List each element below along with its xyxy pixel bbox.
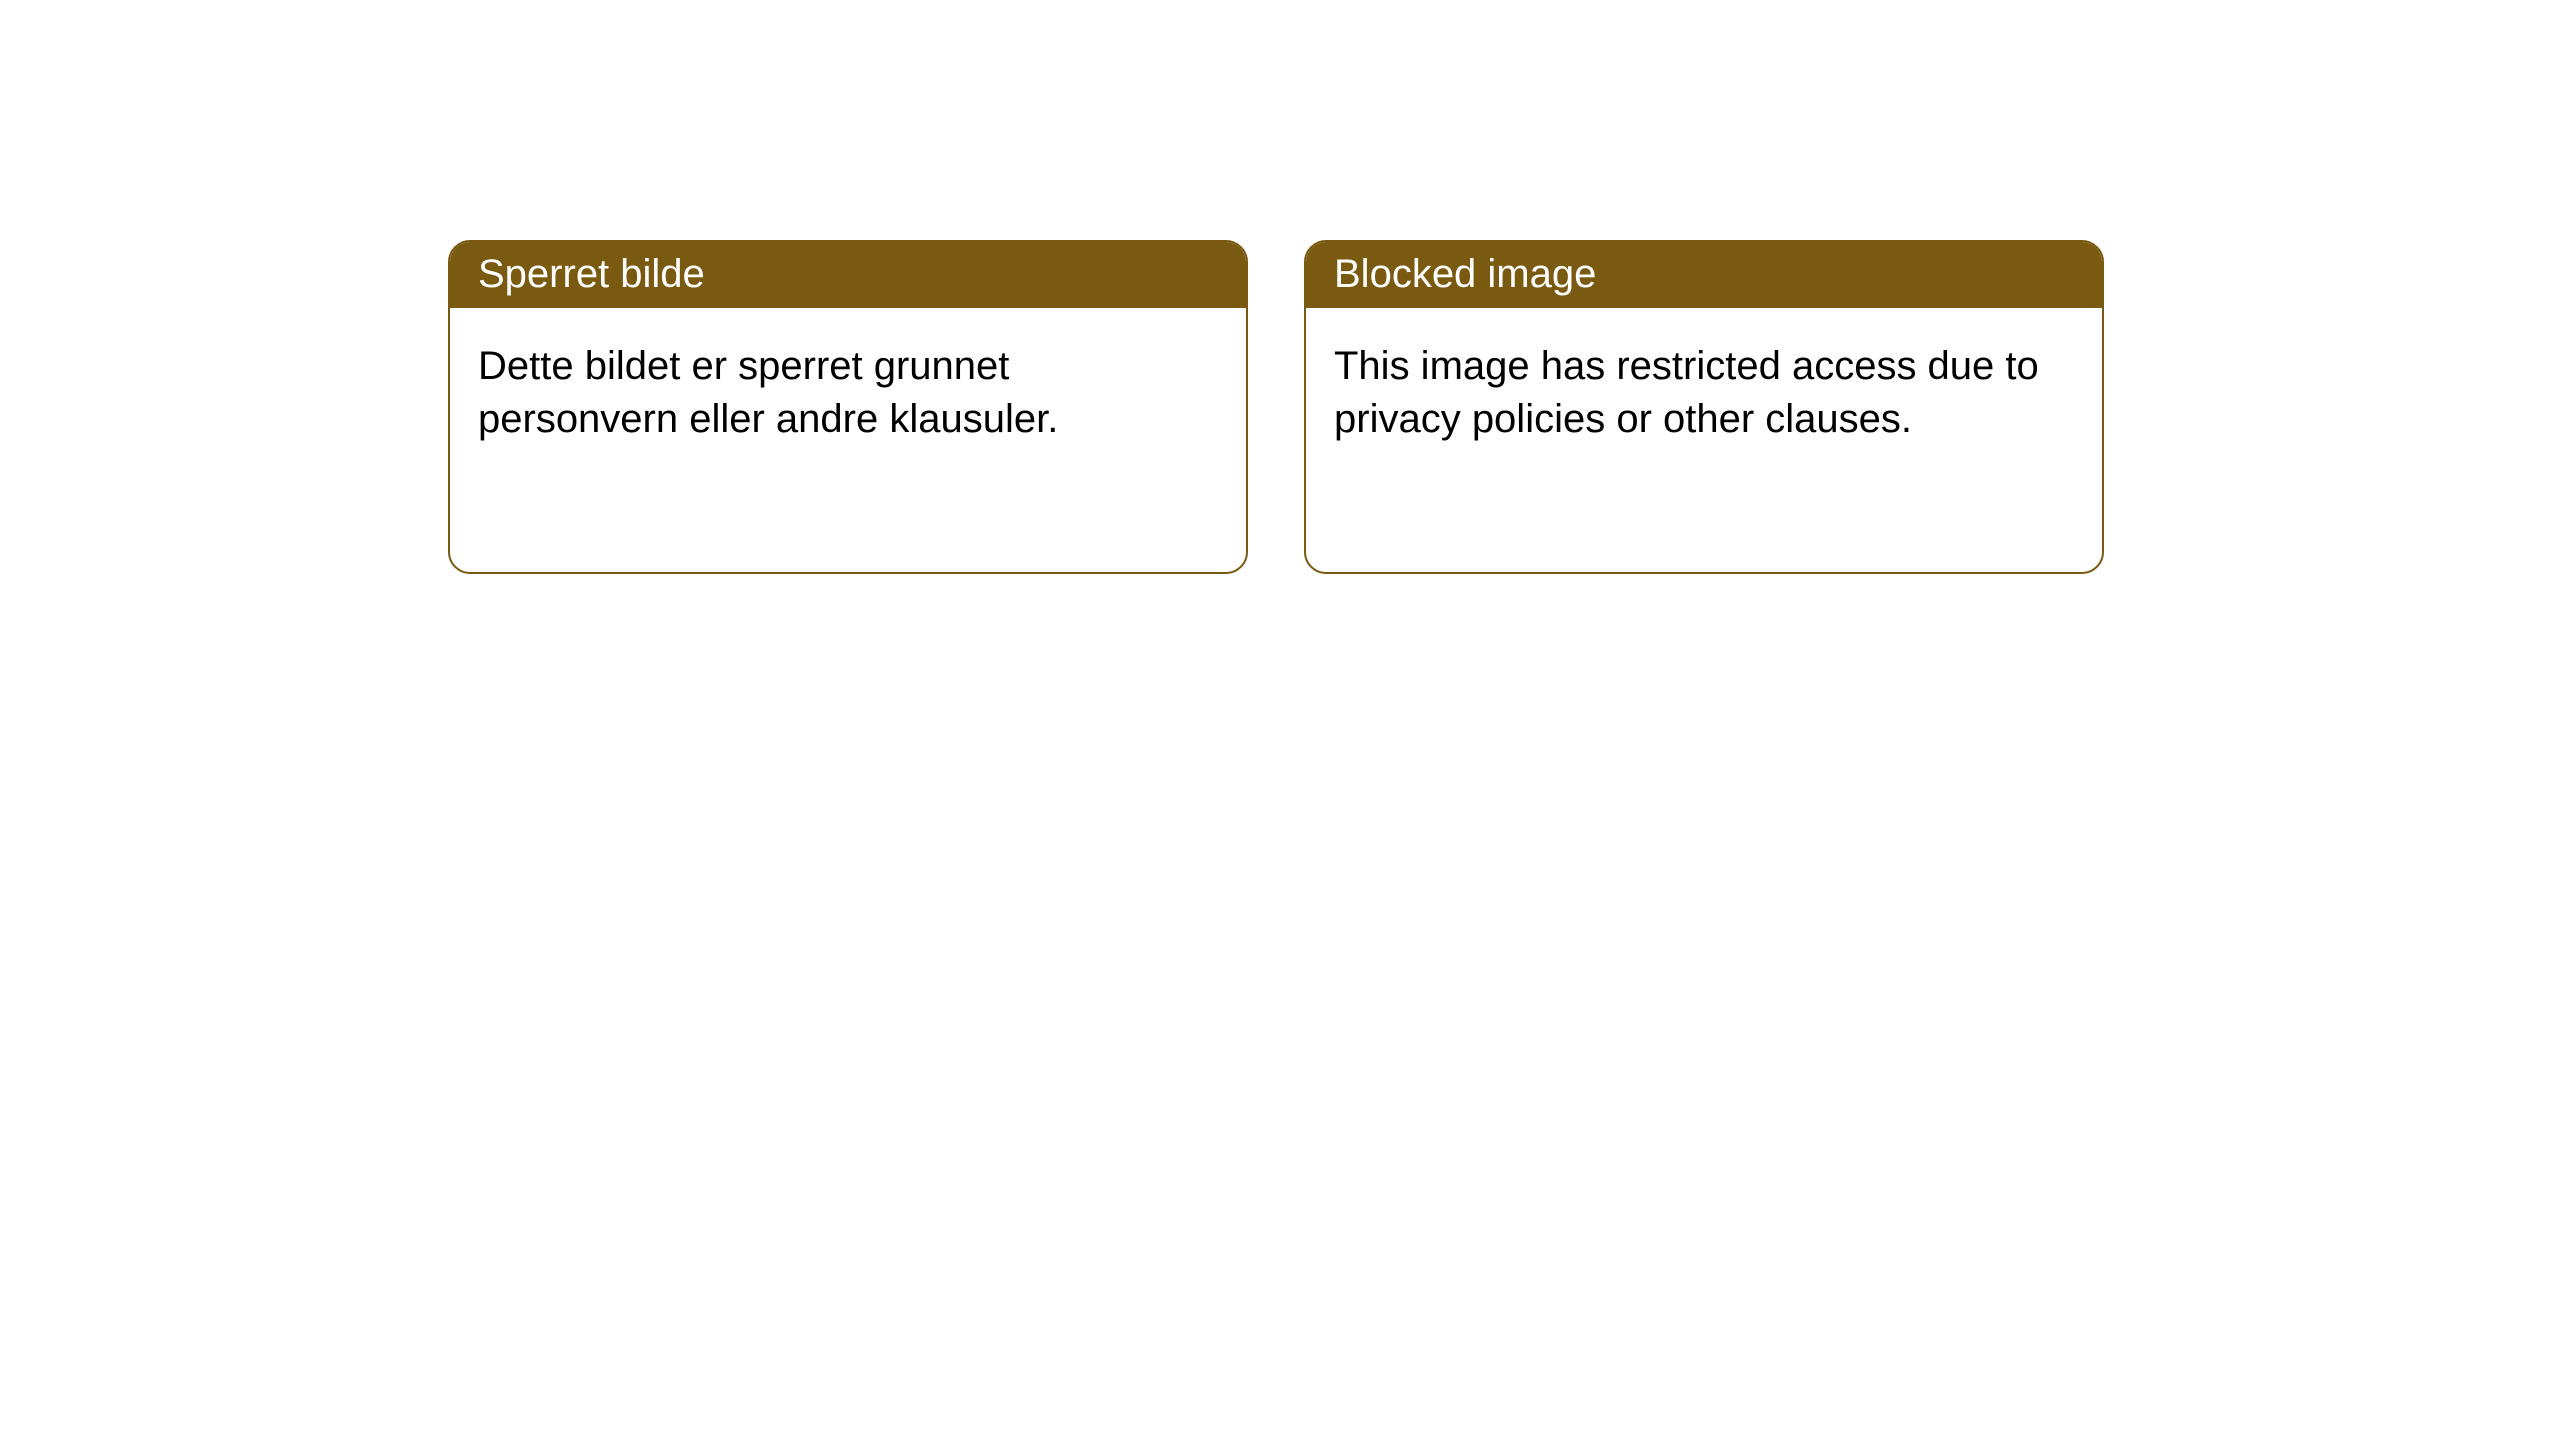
notice-container: Sperret bilde Dette bildet er sperret gr… — [0, 0, 2560, 574]
notice-body: Dette bildet er sperret grunnet personve… — [450, 308, 1246, 474]
notice-body: This image has restricted access due to … — [1306, 308, 2102, 474]
notice-header: Blocked image — [1306, 242, 2102, 308]
notice-header: Sperret bilde — [450, 242, 1246, 308]
notice-card-english: Blocked image This image has restricted … — [1304, 240, 2104, 574]
notice-card-norwegian: Sperret bilde Dette bildet er sperret gr… — [448, 240, 1248, 574]
